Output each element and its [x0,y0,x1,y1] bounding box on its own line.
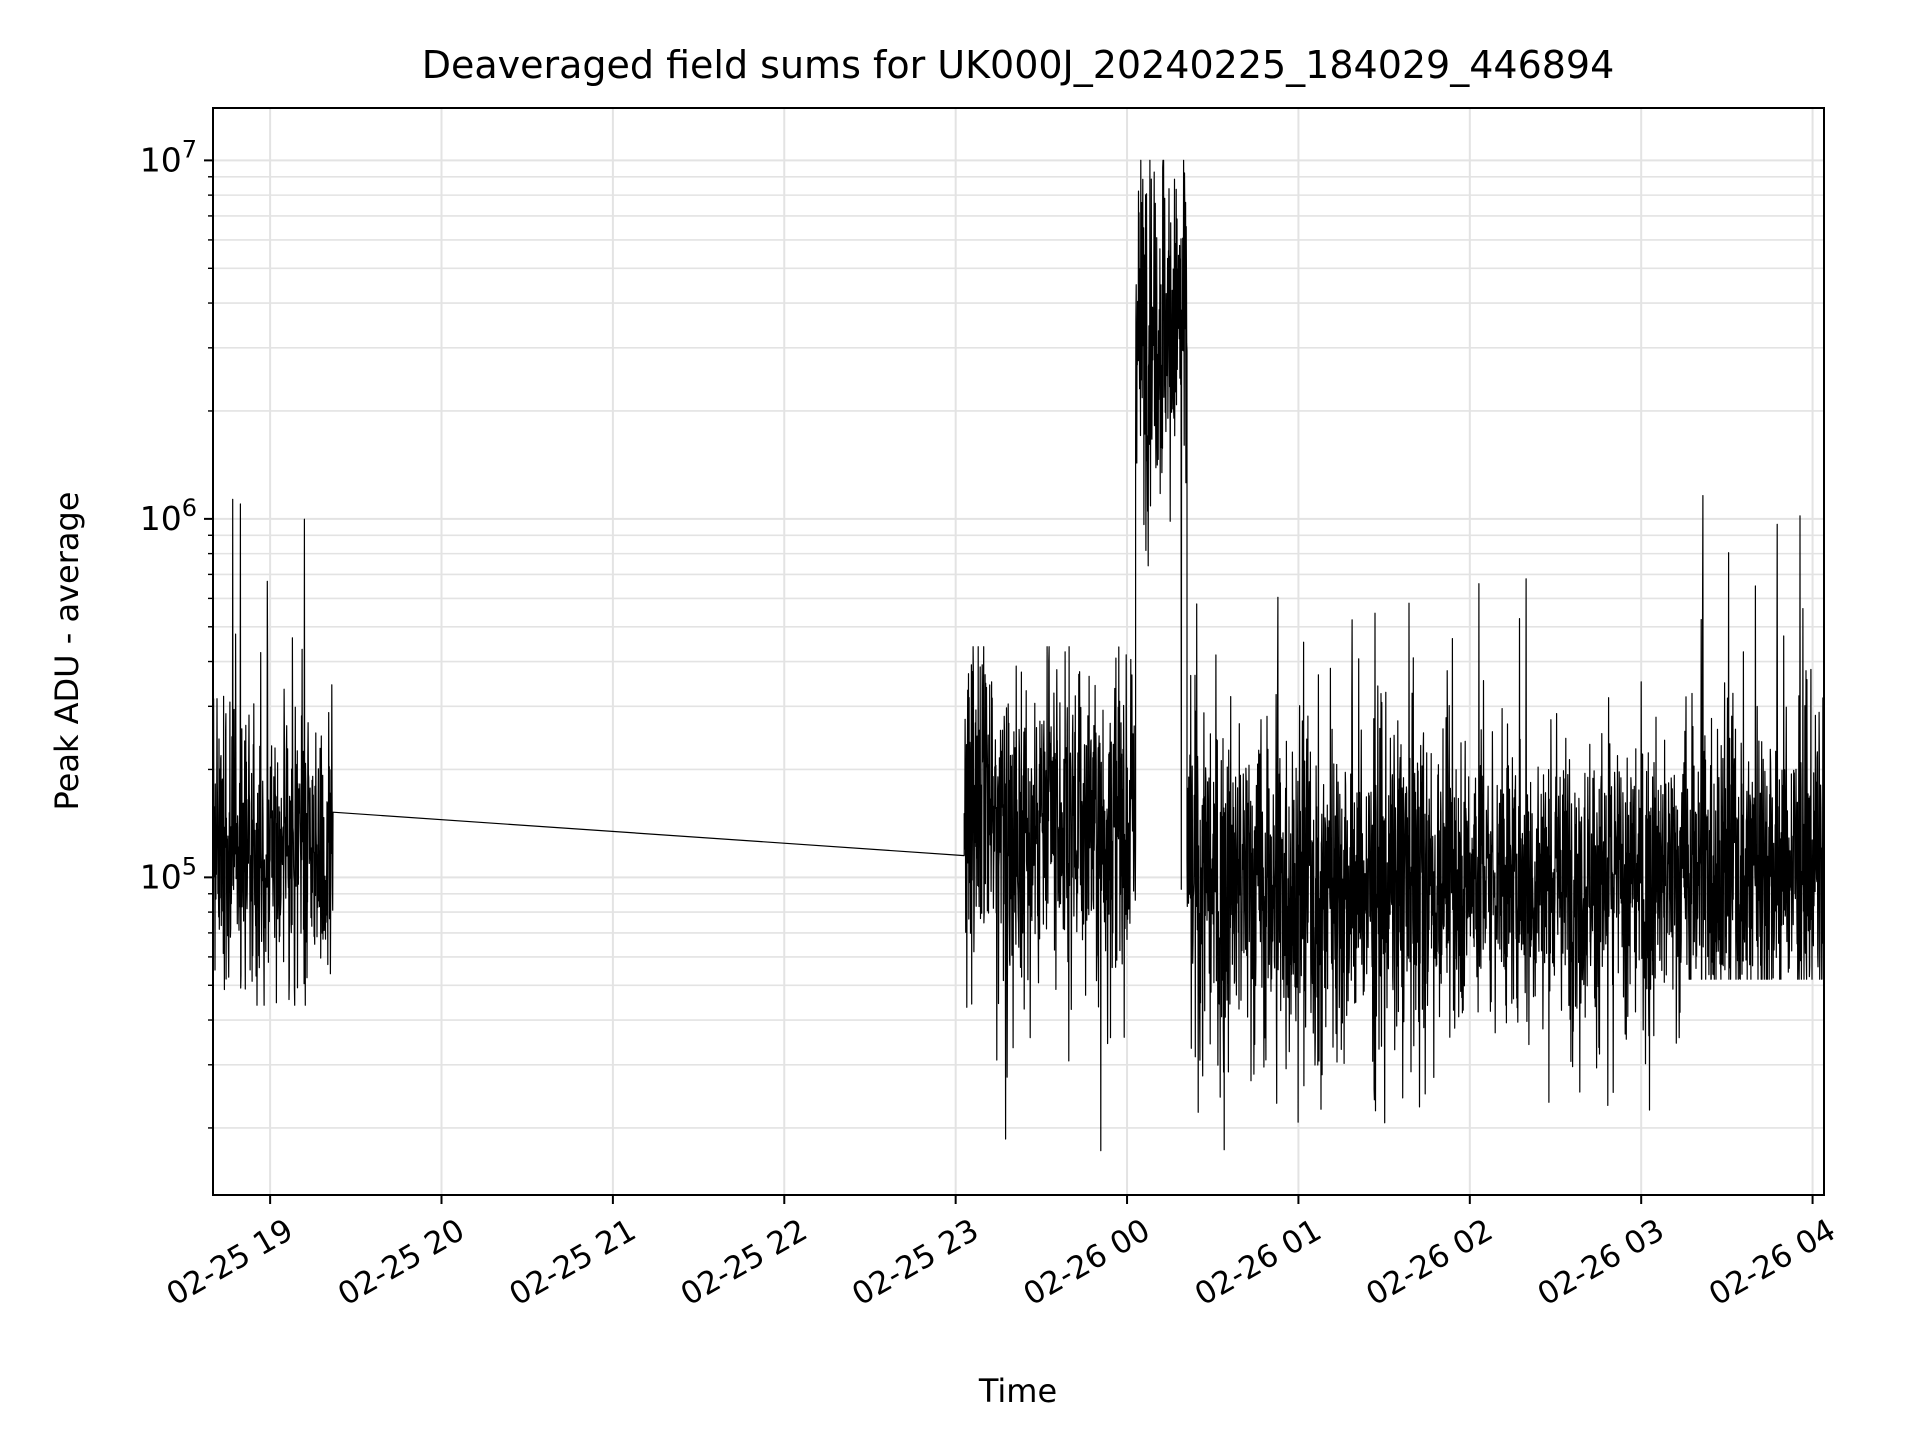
x-tick-label: 02-26 01 [1189,1212,1328,1313]
data-layer [213,159,1824,1152]
x-tick-label: 02-25 19 [161,1212,300,1313]
x-tick-label: 02-26 03 [1532,1212,1671,1313]
chart-title: Deaveraged field sums for UK000J_2024022… [422,43,1615,87]
y-axis-label: Peak ADU - average [48,492,86,811]
x-tick-label: 02-25 21 [503,1212,642,1313]
y-tick-label: 107 [140,135,197,179]
grid-layer [213,108,1824,1195]
x-tick-label: 02-26 04 [1703,1212,1842,1313]
tick-layer: 02-25 19 02-25 20 02-25 21 02-25 22 02-25 23… [140,135,1842,1313]
x-axis-label: Time [978,1372,1057,1410]
x-tick-label: 02-25 22 [675,1212,814,1313]
plot-frame [212,107,1825,1196]
y-tick-label: 105 [140,852,197,896]
x-tick-label: 02-25 23 [846,1212,985,1313]
x-tick-label: 02-26 00 [1018,1212,1157,1313]
x-tick-label: 02-26 02 [1360,1212,1499,1313]
x-tick-label: 02-25 20 [332,1212,471,1313]
series-line [213,159,1824,1152]
y-tick-label: 106 [140,494,197,538]
